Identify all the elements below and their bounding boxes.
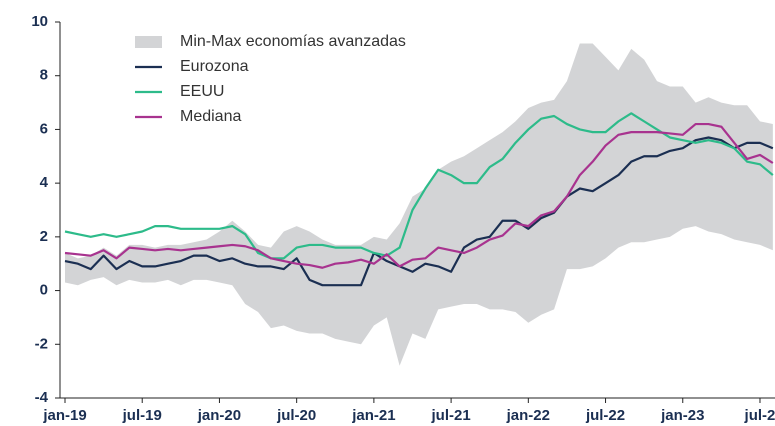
x-tick-label: jan-20 [197, 407, 241, 424]
x-tick-label: jul-20 [276, 407, 316, 424]
y-tick-label: 4 [40, 174, 49, 191]
min-max-band [65, 43, 773, 366]
x-tick-label: jan-19 [42, 407, 86, 424]
legend-swatch [135, 36, 162, 48]
x-tick-label: jul-19 [122, 407, 162, 424]
line-0 [64, 136, 774, 287]
legend-label: Mediana [180, 108, 241, 125]
legend-label: Eurozona [180, 58, 249, 75]
legend-label: Min-Max economías avanzadas [180, 33, 406, 50]
y-tick-label: 10 [31, 13, 48, 30]
x-tick-label: jul-22 [585, 407, 625, 424]
line-2 [64, 122, 774, 269]
y-tick-label: 2 [40, 228, 48, 245]
y-tick-label: -4 [35, 389, 49, 406]
y-tick-label: 6 [40, 120, 48, 137]
y-tick-label: 8 [40, 67, 48, 84]
x-tick-label: jul-21 [431, 407, 471, 424]
x-tick-label: jan-23 [660, 407, 704, 424]
y-tick-label: 0 [40, 282, 48, 299]
x-tick-label: jul-2 [744, 407, 775, 424]
legend-label: EEUU [180, 83, 224, 100]
x-tick-label: jan-21 [351, 407, 395, 424]
line-1 [64, 112, 774, 260]
x-tick-label: jan-22 [506, 407, 550, 424]
y-tick-label: -2 [35, 335, 48, 352]
